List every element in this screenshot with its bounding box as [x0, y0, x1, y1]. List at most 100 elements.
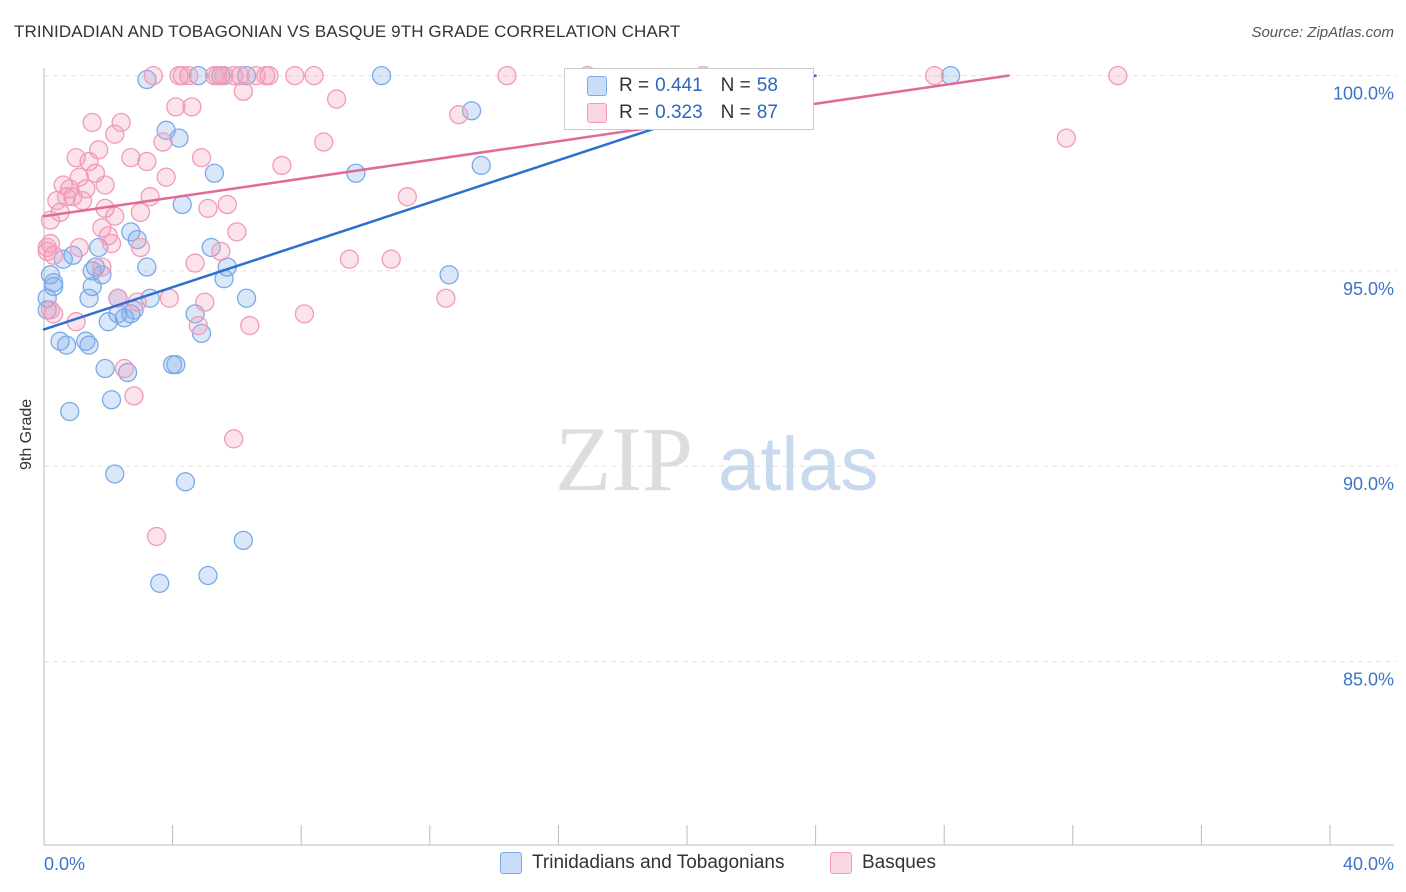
legend-swatch-blue: [500, 852, 522, 874]
x-tick-label: 0.0%: [44, 854, 85, 874]
data-point: [233, 81, 253, 101]
data-point: [111, 112, 131, 133]
data-point: [166, 354, 186, 375]
data-point: [314, 132, 334, 152]
data-point: [114, 358, 135, 379]
data-point: [89, 140, 109, 160]
data-point: [198, 565, 218, 586]
stats-row-basque: R = 0.323 N = 87: [587, 102, 778, 124]
data-point: [924, 65, 945, 86]
data-point: [143, 65, 163, 86]
data-point: [130, 202, 151, 222]
data-point: [1108, 65, 1128, 86]
data-point: [198, 198, 218, 219]
data-point: [95, 175, 115, 195]
data-point: [101, 390, 122, 410]
data-point: [185, 253, 205, 273]
trend-line-basque: [42, 74, 1010, 218]
data-point: [201, 237, 221, 258]
watermark: ZIP atlas: [555, 408, 879, 510]
data-point: [346, 163, 366, 183]
data-point: [191, 147, 212, 168]
data-point: [436, 288, 456, 308]
data-point: [56, 335, 77, 355]
data-point: [105, 206, 125, 226]
data-point: [182, 97, 202, 117]
data-point: [85, 257, 106, 277]
data-point: [69, 167, 90, 187]
watermark-zip: ZIP: [555, 408, 693, 510]
data-point: [105, 464, 125, 484]
data-point: [124, 386, 144, 406]
series-basque: [37, 65, 1128, 547]
data-point: [166, 97, 186, 117]
data-point: [72, 190, 93, 211]
data-point: [130, 237, 151, 258]
tick-label-layer: 100.0% 95.0% 90.0% 85.0% 0.0% 40.0%: [44, 84, 1394, 874]
legend-swatch-pink: [830, 852, 852, 874]
data-point: [204, 163, 225, 183]
data-point: [211, 241, 231, 262]
legend-label: Basques: [862, 852, 936, 873]
data-point: [236, 288, 257, 308]
r-value: 0.441: [655, 75, 703, 96]
data-point: [326, 89, 347, 109]
data-point: [371, 65, 392, 86]
stats-row-trinidadian: R = 0.441 N = 58: [587, 75, 778, 97]
data-point: [92, 218, 112, 238]
data-point: [150, 573, 170, 593]
data-point: [53, 249, 73, 269]
legend-item-basque[interactable]: Basques: [830, 852, 936, 874]
data-point: [140, 187, 160, 207]
data-point: [43, 304, 64, 324]
points-layer: [37, 65, 1128, 593]
data-point: [240, 315, 260, 336]
data-point: [63, 187, 83, 207]
legend-swatch-blue: [587, 76, 607, 96]
x-tick-label: 40.0%: [1343, 854, 1394, 874]
y-tick-label: 85.0%: [1343, 669, 1394, 689]
data-point: [121, 147, 141, 168]
data-point: [159, 288, 180, 308]
data-point: [497, 65, 517, 86]
data-point: [153, 132, 173, 152]
data-point: [95, 358, 115, 379]
legend-swatch-pink: [587, 103, 607, 123]
data-point: [339, 249, 360, 269]
chart-title: TRINIDADIAN AND TOBAGONIAN VS BASQUE 9TH…: [14, 22, 681, 41]
series-legend: Trinidadians and Tobagonians Basques: [0, 852, 1406, 878]
data-point: [224, 429, 244, 449]
data-point: [1056, 128, 1077, 148]
data-point: [146, 526, 167, 547]
data-point: [137, 257, 157, 277]
data-point: [63, 245, 83, 265]
n-value: 58: [756, 75, 778, 96]
data-point: [304, 65, 324, 86]
data-point: [224, 65, 244, 86]
data-point: [230, 65, 250, 86]
data-point: [397, 187, 417, 207]
data-point: [79, 335, 99, 355]
axes-layer: [43, 68, 1394, 846]
data-point: [439, 265, 459, 285]
r-label: R =: [619, 102, 650, 123]
data-point: [217, 194, 237, 215]
data-point: [233, 530, 253, 551]
data-point: [105, 124, 125, 144]
data-point: [294, 304, 315, 324]
series-trinidadian: [37, 65, 961, 593]
data-point: [98, 312, 118, 332]
data-point: [121, 222, 141, 242]
legend-item-trinidadian[interactable]: Trinidadians and Tobagonians: [500, 852, 784, 874]
data-point: [207, 65, 228, 86]
grid-layer: [44, 75, 1396, 662]
data-point: [285, 65, 305, 86]
data-point: [272, 155, 292, 176]
data-point: [256, 65, 276, 86]
data-point: [92, 257, 112, 277]
n-value: 87: [756, 102, 778, 123]
watermark-atlas: atlas: [718, 422, 879, 507]
data-point: [195, 292, 215, 312]
data-point: [169, 128, 189, 148]
